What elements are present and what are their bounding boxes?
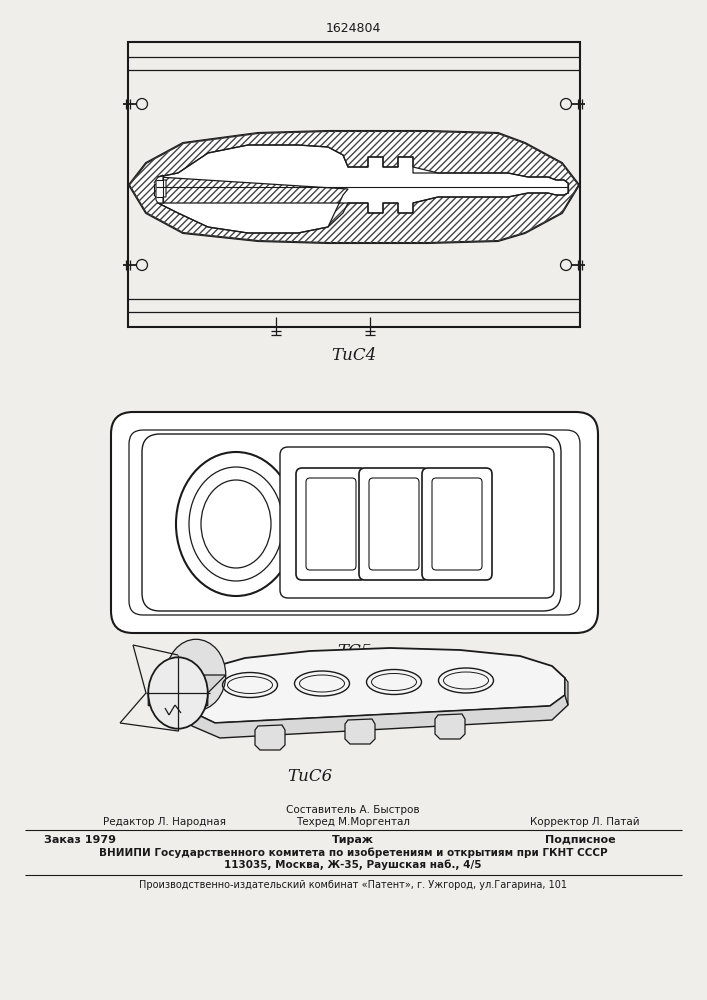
FancyBboxPatch shape [306, 478, 356, 570]
Text: Заказ 1979: Заказ 1979 [44, 835, 116, 845]
FancyBboxPatch shape [359, 468, 429, 580]
FancyBboxPatch shape [280, 447, 554, 598]
Polygon shape [345, 719, 375, 744]
Polygon shape [185, 648, 565, 723]
Bar [118, 420, 591, 625]
Polygon shape [158, 145, 568, 233]
Polygon shape [148, 675, 226, 706]
Text: Корректор Л. Патай: Корректор Л. Патай [530, 817, 640, 827]
Polygon shape [180, 695, 568, 738]
Text: 1624804: 1624804 [325, 22, 380, 35]
Text: Техред М.Моргентал: Техред М.Моргентал [296, 817, 410, 827]
FancyBboxPatch shape [296, 468, 366, 580]
FancyBboxPatch shape [422, 468, 492, 580]
Text: Редактор Л. Народная: Редактор Л. Народная [103, 817, 226, 827]
Bar [128, 42, 580, 327]
Polygon shape [129, 131, 579, 243]
Text: Производственно-издательский комбинат «Патент», г. Ужгород, ул.Гагарина, 101: Производственно-издательский комбинат «П… [139, 880, 567, 890]
Text: ВНИИПИ Государственного комитета по изобретениям и открытиям при ГКНТ СССР: ВНИИПИ Государственного комитета по изоб… [99, 848, 607, 858]
FancyBboxPatch shape [369, 478, 419, 570]
Ellipse shape [166, 639, 226, 711]
Polygon shape [565, 678, 568, 705]
Polygon shape [156, 175, 166, 203]
Text: ΤС5: ΤС5 [337, 643, 371, 660]
Text: 113035, Москва, Ж-35, Раушская наб., 4/5: 113035, Москва, Ж-35, Раушская наб., 4/5 [224, 860, 481, 870]
FancyBboxPatch shape [111, 412, 598, 633]
Polygon shape [255, 725, 285, 750]
Text: Тираж: Тираж [332, 835, 374, 845]
Ellipse shape [148, 657, 208, 729]
FancyBboxPatch shape [432, 478, 482, 570]
Text: ΤиС4: ΤиС4 [332, 347, 377, 364]
FancyBboxPatch shape [129, 430, 580, 615]
Polygon shape [435, 714, 465, 739]
Text: ΤиС6: ΤиС6 [287, 768, 332, 785]
Text: Составитель А. Быстров: Составитель А. Быстров [286, 805, 420, 815]
Text: Подписное: Подписное [544, 835, 615, 845]
